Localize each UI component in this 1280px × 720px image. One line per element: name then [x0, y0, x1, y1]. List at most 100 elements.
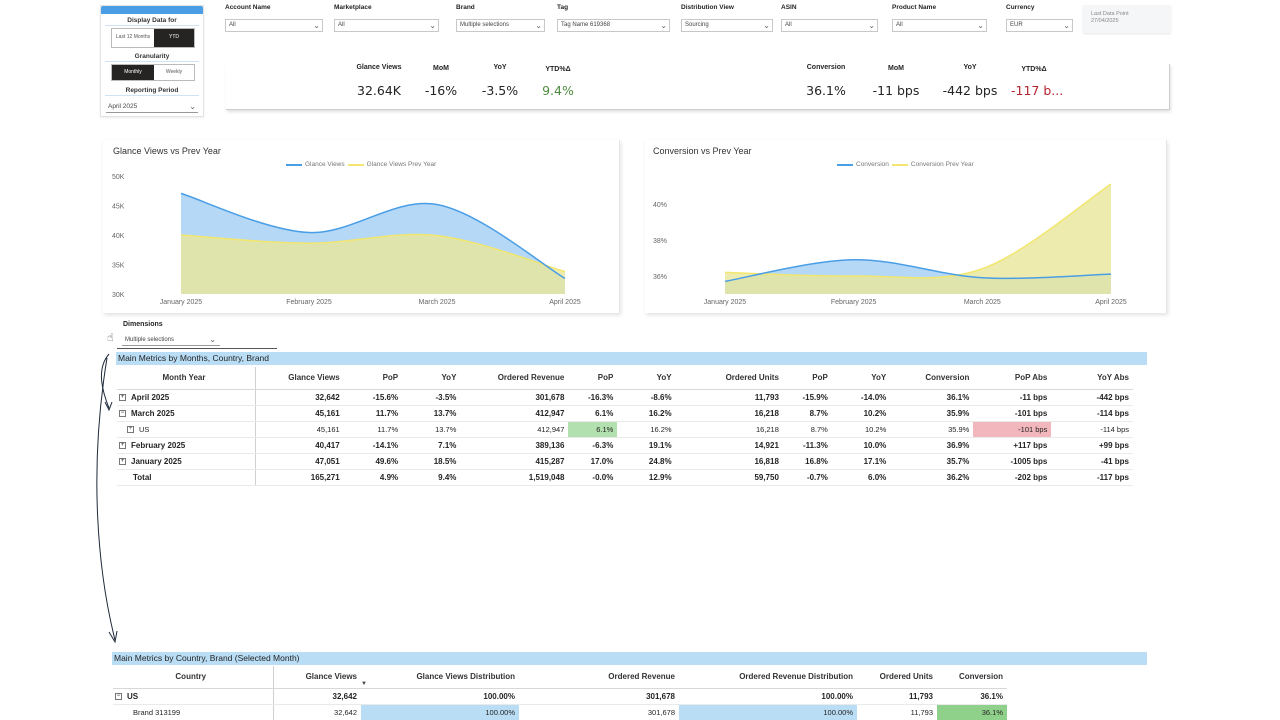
column-header[interactable]: Conversion [937, 666, 1007, 689]
table-cell: 35.9% [890, 405, 974, 422]
dimensions-dropdown[interactable]: Multiple selections ⌄ [122, 334, 220, 346]
column-header[interactable]: Ordered Revenue Distribution [679, 666, 857, 689]
y-tick-label: 40% [653, 202, 667, 209]
ytd-button[interactable]: YTD [154, 29, 194, 47]
filter-dropdown[interactable]: Tag Name 619368 ⌄ [557, 19, 670, 32]
filter-currency: Currency EUR ⌄ [1006, 4, 1073, 32]
table-cell: 389,136 [460, 437, 569, 454]
filter-label: Distribution View [681, 4, 734, 11]
table-cell: 11.7% [343, 421, 403, 438]
table-row: + January 2025 47,051 49.6% 18.5% 415,287 17.0… [117, 453, 1133, 470]
row-label-cell: + US [117, 421, 256, 438]
table-cell: 100.00% [361, 704, 519, 720]
table-cell: 19.1% [617, 437, 676, 454]
series-prev-area [725, 184, 1111, 294]
filter-product-name: Product Name All ⌄ [892, 4, 987, 32]
table-cell: 36.9% [890, 437, 974, 454]
expand-icon[interactable]: + [119, 393, 126, 401]
row-label: January 2025 [131, 456, 182, 466]
collapse-icon[interactable]: − [119, 409, 126, 417]
table-cell: 412,947 [460, 421, 569, 438]
filter-dropdown[interactable]: Sourcing ⌄ [681, 19, 773, 32]
last-12-months-button[interactable]: Last 12 Months [112, 29, 154, 47]
monthly-button[interactable]: Monthly [112, 65, 154, 80]
table-cell: 412,947 [460, 405, 569, 422]
control-panel: Display Data for Last 12 Months YTD Gran… [100, 5, 204, 117]
x-tick-label: February 2025 [286, 299, 332, 306]
x-tick-label: April 2025 [549, 299, 581, 306]
legend-current: Glance Views [305, 161, 345, 168]
table-cell: -8.6% [617, 389, 676, 406]
table-cell: 11,793 [857, 688, 937, 705]
table-cell: 301,678 [460, 389, 569, 406]
legend-current: Conversion [856, 161, 889, 168]
column-header[interactable]: Ordered Units [857, 666, 937, 689]
kpi-card: Glance Views MoM YoY YTD%Δ 32.64K -16% -… [226, 64, 1170, 110]
filter-label: ASIN [781, 4, 797, 11]
table-cell: 16,218 [675, 405, 783, 422]
table-cell: 36.1% [937, 704, 1007, 720]
table-cell: 16.2% [617, 405, 676, 422]
column-header[interactable]: PoP [343, 367, 403, 390]
table-row: + February 2025 40,417 -14.1% 7.1% 389,136 -6.… [117, 437, 1133, 454]
column-header[interactable]: Ordered Revenue [519, 666, 679, 689]
sort-descending-icon[interactable]: ▼ [361, 681, 367, 687]
header-row: Country Glance Views Glance Views Distribu… [113, 666, 1007, 689]
last-data-point-value: 27/04/2025 [1091, 18, 1119, 24]
table-cell: +99 bps [1051, 437, 1133, 454]
column-header[interactable]: YoY [831, 367, 891, 390]
y-tick-label: 45K [112, 204, 125, 211]
y-tick-label: 40K [112, 233, 125, 240]
table-cell: 16.8% [782, 453, 832, 470]
column-header[interactable]: Ordered Revenue [460, 367, 569, 390]
filter-label: Brand [456, 4, 475, 11]
conversion-chart-title: Conversion vs Prev Year [653, 146, 752, 156]
x-tick-label: March 2025 [419, 299, 456, 306]
filter-dropdown[interactable]: All ⌄ [225, 19, 323, 32]
table-cell: 301,678 [519, 688, 679, 705]
divider [105, 25, 199, 26]
column-header[interactable]: Glance Views [255, 367, 344, 390]
table-cell: -6.3% [568, 437, 618, 454]
display-data-title: Display Data for [127, 17, 177, 24]
expand-icon[interactable]: + [119, 457, 126, 465]
last-data-point-card: Last Data Point 27/04/2025 [1083, 5, 1171, 33]
filter-value: All [896, 22, 903, 28]
table-cell: -442 bps [1051, 389, 1133, 406]
column-header[interactable]: PoP [782, 367, 832, 390]
table-cell: -101 bps [973, 405, 1052, 422]
column-header[interactable]: Glance Views [273, 666, 361, 689]
table-cell: 6.1% [568, 405, 618, 422]
column-header[interactable]: PoP Abs [973, 367, 1052, 390]
filter-dropdown[interactable]: Multiple selections ⌄ [456, 19, 545, 32]
column-header[interactable]: Country [113, 666, 274, 689]
y-tick-label: 35K [112, 263, 125, 270]
kpi-conv-yoy-value: -442 bps [942, 83, 998, 98]
kpi-conversion-value: 36.1% [806, 83, 846, 98]
column-header[interactable]: YoY [402, 367, 461, 390]
table-cell: 301,678 [519, 704, 679, 720]
reporting-period-dropdown[interactable]: April 2025 ⌄ [106, 101, 198, 113]
expand-icon[interactable]: + [127, 426, 134, 434]
weekly-button[interactable]: Weekly [154, 65, 194, 80]
table-cell: -15.6% [343, 389, 403, 406]
column-header[interactable]: Glance Views Distribution [361, 666, 519, 689]
chevron-down-icon: ⌄ [313, 21, 320, 30]
expand-icon[interactable]: + [119, 441, 126, 449]
filter-dropdown[interactable]: EUR ⌄ [1006, 19, 1073, 32]
table-cell: -16.3% [568, 389, 618, 406]
filter-dropdown[interactable]: All ⌄ [892, 19, 987, 32]
column-header[interactable]: Month Year [117, 367, 256, 390]
filter-dropdown[interactable]: All ⌄ [781, 19, 878, 32]
kpi-yoy-value: -3.5% [481, 83, 519, 98]
chevron-down-icon: ⌄ [660, 21, 667, 30]
column-header[interactable]: Ordered Units [675, 367, 783, 390]
column-header[interactable]: YoY [617, 367, 676, 390]
collapse-icon[interactable]: − [115, 692, 122, 700]
column-header[interactable]: Conversion [890, 367, 974, 390]
filter-dropdown[interactable]: All ⌄ [334, 19, 439, 32]
column-header[interactable]: YoY Abs [1051, 367, 1133, 390]
column-header[interactable]: PoP [568, 367, 618, 390]
table-cell: 16,818 [675, 453, 783, 470]
table-row: + April 2025 32,642 -15.6% -3.5% 301,678 -16.3… [117, 389, 1133, 406]
